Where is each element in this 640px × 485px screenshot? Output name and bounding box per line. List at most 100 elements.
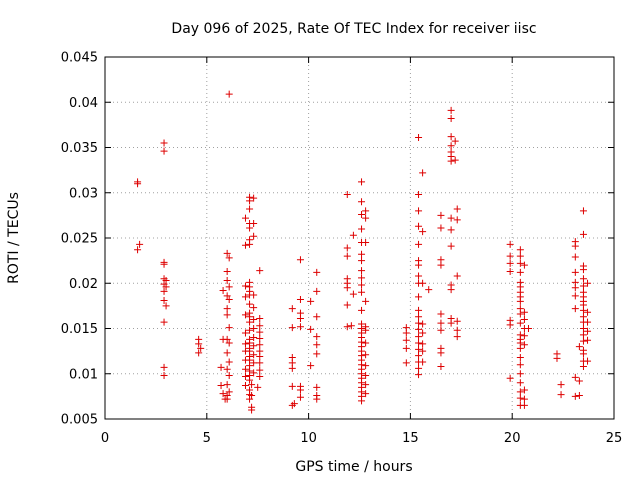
data-point	[223, 305, 231, 313]
data-point	[516, 268, 524, 276]
data-point	[571, 373, 579, 381]
data-point	[219, 390, 227, 398]
data-point	[250, 315, 258, 323]
data-point	[197, 344, 205, 352]
data-point	[584, 279, 592, 287]
data-point	[447, 214, 455, 222]
data-point	[415, 364, 423, 372]
y-tick-label: 0.035	[61, 141, 98, 156]
data-point	[223, 365, 231, 373]
data-point	[217, 382, 225, 390]
data-point	[250, 232, 258, 240]
data-point	[162, 277, 170, 285]
data-point	[195, 340, 203, 348]
data-point	[343, 284, 351, 292]
data-point	[256, 366, 264, 374]
data-point	[437, 261, 445, 269]
data-point	[571, 268, 579, 276]
data-point	[225, 388, 233, 396]
data-point	[584, 318, 592, 326]
data-point	[250, 304, 258, 312]
plot-border	[104, 56, 615, 420]
data-point	[447, 226, 455, 234]
data-point	[419, 320, 427, 328]
data-point	[451, 156, 459, 164]
data-point	[425, 286, 433, 294]
data-point	[516, 388, 524, 396]
data-point	[358, 288, 366, 296]
data-point	[584, 336, 592, 344]
x-tick-labels: 0 5 10 15 20 25	[101, 431, 622, 446]
data-point	[453, 317, 461, 325]
data-point	[571, 242, 579, 250]
data-point	[437, 326, 445, 334]
data-point	[250, 351, 258, 359]
data-point	[223, 311, 231, 319]
data-point	[402, 359, 410, 367]
data-point	[579, 337, 587, 345]
y-tick-label: 0.01	[69, 367, 98, 382]
data-point	[162, 302, 170, 310]
data-point	[358, 210, 366, 218]
data-point	[225, 324, 233, 332]
data-point	[343, 301, 351, 309]
data-point	[415, 240, 423, 248]
data-point	[256, 341, 264, 349]
data-point	[419, 169, 427, 177]
data-point	[584, 308, 592, 316]
data-point	[453, 272, 461, 280]
data-point	[160, 318, 168, 326]
chart-title: Day 096 of 2025, Rate Of TEC Index for r…	[171, 21, 536, 37]
data-point	[223, 395, 231, 403]
y-tick-label: 0.005	[61, 413, 98, 428]
data-point	[453, 333, 461, 341]
data-point	[506, 240, 514, 248]
data-point	[313, 383, 321, 391]
data-point	[437, 363, 445, 371]
data-point	[358, 198, 366, 206]
data-point	[415, 293, 423, 301]
data-point	[451, 137, 459, 145]
data-point	[250, 194, 258, 202]
data-point	[415, 191, 423, 199]
data-point	[571, 292, 579, 300]
data-point	[256, 322, 264, 330]
data-point	[516, 246, 524, 254]
data-point	[225, 339, 233, 347]
data-point	[575, 377, 583, 385]
y-tick-labels: 0.005 0.01 0.015 0.02 0.025 0.03 0.035 0.04 0.04…	[61, 51, 98, 428]
x-axis-label: GPS time / hours	[295, 459, 412, 475]
data-point	[447, 319, 455, 327]
data-point	[362, 381, 370, 389]
data-point	[575, 391, 583, 399]
data-point	[402, 344, 410, 352]
x-tick-label: 0	[101, 431, 109, 446]
data-point	[453, 216, 461, 224]
data-point	[402, 336, 410, 344]
data-point	[343, 244, 351, 252]
data-point	[248, 391, 256, 399]
data-point	[419, 358, 427, 366]
data-point	[241, 329, 249, 337]
data-point	[223, 292, 231, 300]
data-point	[256, 315, 264, 323]
data-point	[256, 353, 264, 361]
data-point	[506, 374, 514, 382]
data-point	[225, 283, 233, 291]
data-point	[575, 343, 583, 351]
data-point	[415, 371, 423, 379]
data-point	[225, 296, 233, 304]
data-point	[160, 287, 168, 295]
data-point	[250, 359, 258, 367]
data-point	[579, 331, 587, 339]
data-point	[579, 266, 587, 274]
data-point	[415, 261, 423, 269]
data-point	[241, 293, 249, 301]
data-point	[241, 214, 249, 222]
data-point	[160, 139, 168, 147]
data-point	[453, 205, 461, 213]
data-point	[402, 329, 410, 337]
data-point	[225, 372, 233, 380]
data-point	[447, 242, 455, 250]
